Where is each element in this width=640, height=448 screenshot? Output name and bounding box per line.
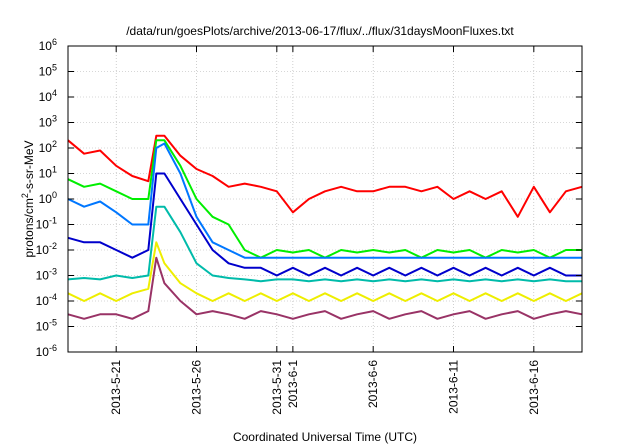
x-tick-label: 2013-5-26 [190, 360, 204, 415]
x-tick-label: 2013-5-21 [109, 360, 123, 415]
y-tick-label: 103 [39, 114, 57, 130]
y-tick-label: 10-4 [36, 292, 57, 308]
y-tick-label: 102 [39, 139, 57, 155]
y-tick-label: 106 [39, 37, 57, 53]
y-axis-title-superscript: 2 [20, 193, 30, 198]
y-axis-title: protons/cm2-s-sr-MeV [20, 140, 36, 257]
y-tick-labels: 10-6 10-5 10-4 10-3 10-2 10-1 100 101 102 103 104 1… [36, 37, 57, 359]
x-axis-title: Coordinated Universal Time (UTC) [233, 430, 417, 444]
series-line [67, 172, 582, 277]
y-tick-label: 105 [39, 63, 57, 79]
ticks [68, 45, 582, 353]
x-tick-label: 2013-6-6 [366, 360, 380, 408]
chart-title: /data/run/goesPlots/archive/2013-06-17/f… [126, 24, 514, 38]
series-line [67, 134, 583, 218]
y-tick-label: 100 [39, 190, 57, 206]
series-line [67, 142, 582, 259]
y-tick-label: 10-2 [36, 241, 57, 257]
x-tick-label: 2013-6-16 [527, 360, 541, 415]
y-axis-title-units: -s-sr-MeV [22, 140, 36, 193]
y-tick-label: 10-5 [36, 318, 57, 334]
x-tick-label: 2013-6-1 [286, 360, 300, 408]
series-line [67, 256, 583, 320]
y-axis-title-main: protons/cm [22, 198, 36, 257]
y-tick-label: 104 [39, 88, 57, 104]
x-tick-labels: 2013-5-21 2013-5-26 2013-5-31 2013-6-1 2013-… [109, 360, 541, 415]
series-line [67, 205, 582, 283]
series-line [67, 139, 582, 259]
y-tick-label: 101 [39, 165, 57, 181]
x-tick-label: 2013-6-11 [447, 360, 461, 414]
series-line [67, 241, 583, 302]
x-tick-label: 2013-5-31 [270, 360, 284, 415]
y-tick-label: 10-3 [36, 267, 57, 283]
y-tick-label: 10-6 [36, 343, 57, 359]
series-layer [67, 134, 583, 320]
y-tick-label: 10-1 [36, 216, 57, 232]
